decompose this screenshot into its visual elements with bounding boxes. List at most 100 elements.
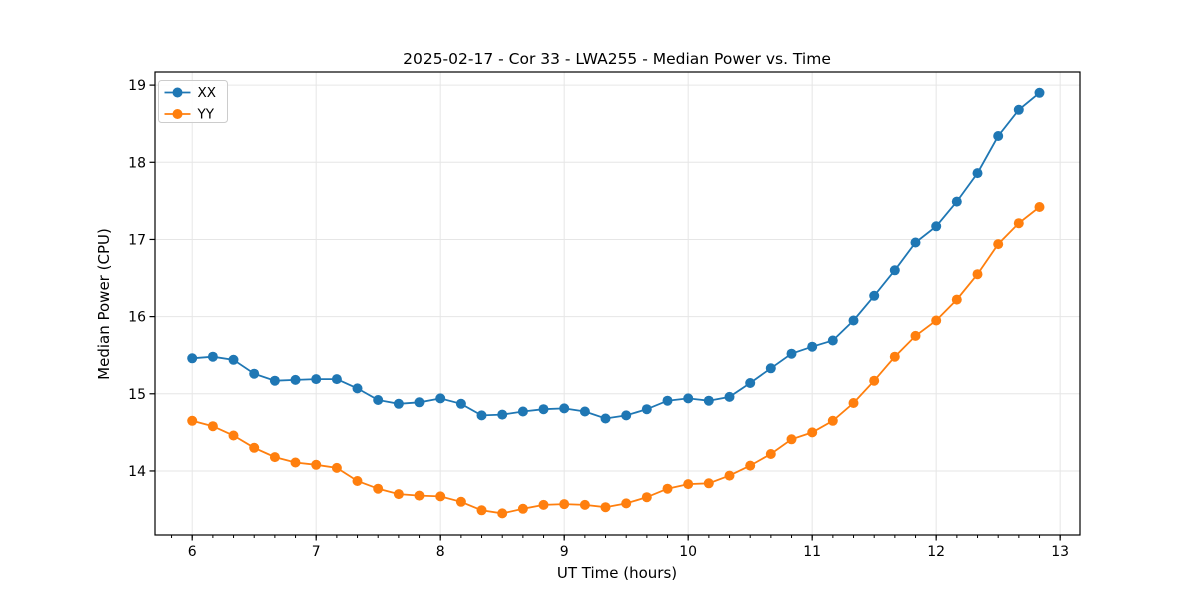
series-xx-marker xyxy=(517,406,528,417)
series-yy-marker xyxy=(269,452,280,463)
series-xx-marker xyxy=(269,375,280,386)
series-xx-marker xyxy=(228,354,239,365)
series-xx-marker xyxy=(951,196,962,207)
y-tick-label: 14 xyxy=(128,464,146,480)
series-xx-marker xyxy=(869,290,880,301)
series-yy-marker xyxy=(476,505,487,516)
legend-box xyxy=(158,80,228,123)
x-tick-label: 9 xyxy=(560,544,569,560)
series-yy-marker xyxy=(373,483,384,494)
series-yy-marker xyxy=(765,449,776,459)
x-tick-label: 7 xyxy=(312,544,321,560)
x-tick-label: 11 xyxy=(803,544,821,560)
series-xx-marker xyxy=(931,221,942,232)
series-yy-marker xyxy=(745,460,756,471)
series-yy-marker xyxy=(662,483,673,494)
series-yy-marker xyxy=(972,269,983,280)
series-xx-marker xyxy=(683,393,694,404)
series-xx-marker xyxy=(621,410,632,421)
series-yy-marker xyxy=(827,415,838,426)
series-xx-marker xyxy=(745,378,756,388)
y-axis-label: Median Power (CPU) xyxy=(95,228,113,380)
series-yy-marker xyxy=(807,427,818,438)
tick-labels: 6 7 8 9 10 11 12 13 14 15 16 17 18 19 xyxy=(128,78,1069,560)
series-yy-marker xyxy=(414,490,425,501)
series-yy-marker xyxy=(869,375,880,386)
series-xx-marker xyxy=(311,374,322,385)
series-xx-marker xyxy=(662,395,673,406)
series-xx-marker xyxy=(703,395,714,406)
plot-border xyxy=(154,71,1081,536)
series-yy-marker xyxy=(207,421,218,432)
series-yy-marker xyxy=(290,457,301,468)
x-tick-label: 10 xyxy=(679,544,697,560)
series-xx-marker xyxy=(600,413,611,424)
series-xx-marker xyxy=(724,391,735,402)
series-xx-marker xyxy=(807,341,818,352)
gridlines xyxy=(155,72,1080,535)
series-xx-marker xyxy=(393,398,404,409)
series-yy-marker xyxy=(951,294,962,305)
series-xx-marker xyxy=(187,353,198,364)
x-tick-label: 6 xyxy=(188,544,197,560)
series-yy-marker xyxy=(621,498,632,509)
series-xx-marker xyxy=(765,363,776,374)
series-yy-marker xyxy=(249,442,260,453)
series-xx-marker xyxy=(848,315,859,326)
series-xx-marker xyxy=(786,348,797,359)
y-tick-label: 18 xyxy=(128,155,146,171)
series-xx-marker xyxy=(435,393,446,404)
ticks xyxy=(149,84,1061,541)
series-yy-marker xyxy=(538,499,549,510)
legend-label-xx: XX xyxy=(198,85,217,101)
series-xx-marker xyxy=(476,410,487,421)
series-yy-marker xyxy=(497,508,508,519)
series-xx-marker xyxy=(910,237,921,248)
series-xx-marker xyxy=(455,398,466,409)
legend-marker-xx xyxy=(172,87,183,98)
series-xx-marker xyxy=(249,368,260,379)
series-xx-marker xyxy=(414,397,425,408)
series-xx-marker xyxy=(641,404,652,415)
series-yy-marker xyxy=(455,496,466,507)
series-yy-marker xyxy=(993,239,1004,250)
y-tick-label: 15 xyxy=(128,387,146,403)
series-xx-marker xyxy=(290,374,301,385)
legend: XX YY xyxy=(158,80,228,123)
series-yy-marker xyxy=(1013,218,1024,229)
series-xx-marker xyxy=(1013,104,1024,115)
y-tick-label: 16 xyxy=(128,310,146,326)
series-lines xyxy=(187,87,1045,519)
legend-marker-yy xyxy=(172,109,183,119)
y-tick-label: 17 xyxy=(128,232,146,248)
series-xx-marker xyxy=(538,404,549,415)
y-tick-label: 19 xyxy=(128,78,146,94)
legend-label-yy: YY xyxy=(197,107,215,123)
series-yy-marker xyxy=(931,315,942,326)
series-xx-marker xyxy=(559,403,570,414)
series-xx-line xyxy=(192,92,1041,420)
series-yy-marker xyxy=(331,462,342,473)
series-yy-marker xyxy=(889,351,900,362)
series-xx-marker xyxy=(1034,87,1045,98)
series-yy-marker xyxy=(703,478,714,489)
x-axis-label: UT Time (hours) xyxy=(557,564,677,582)
series-yy-marker xyxy=(910,330,921,341)
series-yy-marker xyxy=(1034,202,1045,212)
series-xx-marker xyxy=(207,351,218,362)
series-yy-marker xyxy=(187,415,198,426)
series-yy-marker xyxy=(848,398,859,408)
series-xx-marker xyxy=(889,265,900,276)
series-yy-marker xyxy=(600,502,611,513)
series-yy-marker xyxy=(683,479,694,490)
series-yy-marker xyxy=(641,492,652,503)
series-xx-marker xyxy=(993,131,1004,141)
x-tick-label: 13 xyxy=(1051,544,1069,560)
series-yy-marker xyxy=(393,489,404,500)
series-yy-marker xyxy=(352,476,363,486)
chart-title: 2025-02-17 - Cor 33 - LWA255 - Median Po… xyxy=(403,50,831,68)
series-yy-marker xyxy=(786,434,797,445)
series-xx-marker xyxy=(827,335,838,346)
